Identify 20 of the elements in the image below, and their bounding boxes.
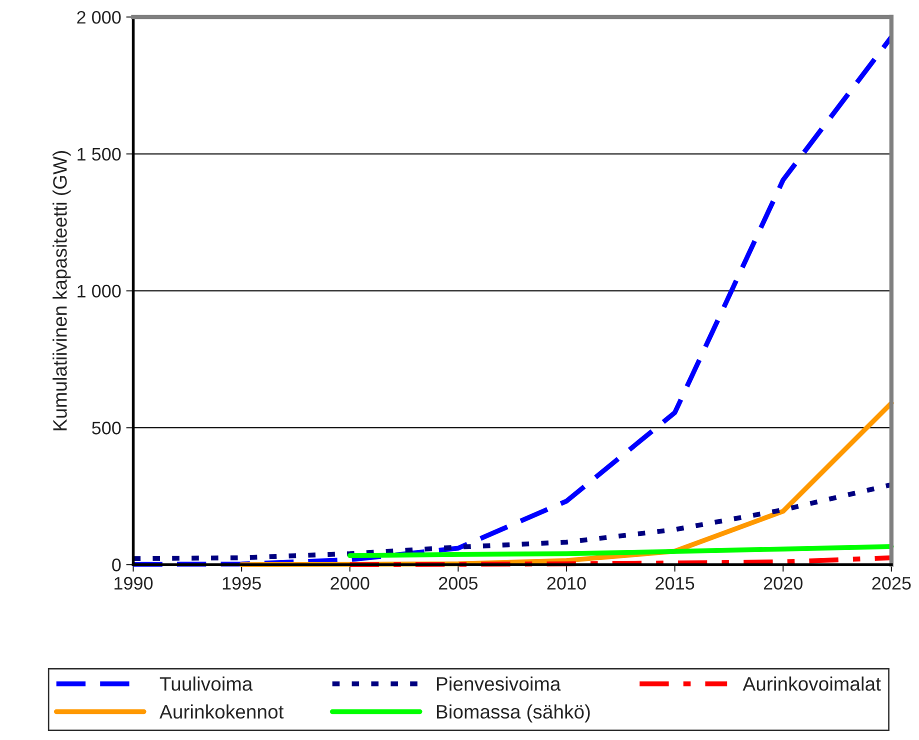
y-tick-label: 1 000	[78, 284, 121, 298]
y-tick-label: 0	[112, 558, 121, 572]
y-tick-label: 500	[92, 422, 121, 434]
x-tick-label: 1995	[222, 576, 261, 590]
line-series	[347, 544, 894, 558]
x-tick-label: 2010	[547, 576, 586, 590]
x-tick-label: 2025	[872, 576, 911, 590]
legend-label: Aurinkokennot	[159, 704, 284, 719]
y-tick-label: 2 000	[77, 10, 121, 24]
legend-label: Aurinkovoimalat	[742, 676, 881, 691]
x-tick-label: 2015	[656, 576, 694, 590]
x-tick-label: 2000	[330, 576, 370, 590]
x-tick-label: 2005	[439, 576, 478, 590]
legend-label: Pienvesivoima	[437, 676, 561, 691]
y-axis-title: Kumulatiivinen kapasiteetti (GW)	[52, 150, 71, 430]
y-tick-label: 1 500	[78, 148, 121, 161]
legend-label: Tuulivoima	[160, 676, 253, 691]
x-tick-label: 1990	[114, 576, 153, 590]
x-tick-label: 2020	[764, 576, 802, 590]
legend-label: Biomassa (sähkö)	[437, 704, 590, 722]
